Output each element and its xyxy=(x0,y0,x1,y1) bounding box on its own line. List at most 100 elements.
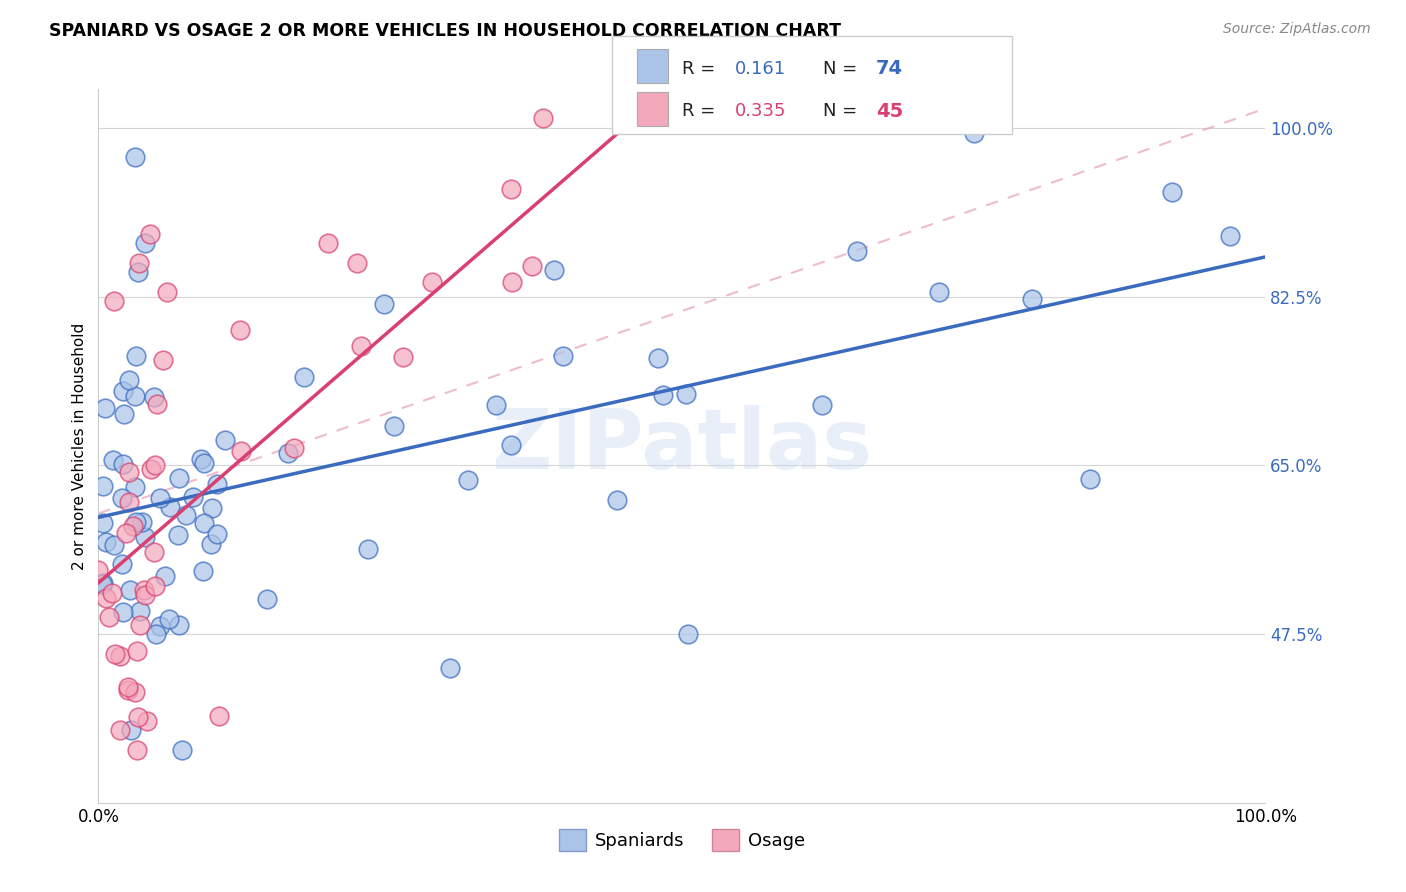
Text: Source: ZipAtlas.com: Source: ZipAtlas.com xyxy=(1223,22,1371,37)
Point xyxy=(112,407,135,421)
Text: N =: N = xyxy=(823,60,862,78)
Text: SPANIARD VS OSAGE 2 OR MORE VEHICLES IN HOUSEHOLD CORRELATION CHART: SPANIARD VS OSAGE 2 OR MORE VEHICLES IN … xyxy=(49,22,841,40)
Point xyxy=(108,648,131,663)
Point xyxy=(94,591,117,606)
Point xyxy=(98,610,121,624)
Point xyxy=(117,680,139,694)
Point xyxy=(214,433,236,447)
Point xyxy=(118,374,141,388)
Point xyxy=(110,723,132,738)
Point xyxy=(127,710,149,724)
Point xyxy=(104,647,127,661)
Point xyxy=(292,370,315,384)
Point xyxy=(316,236,339,251)
Point xyxy=(439,661,461,675)
Legend: Spaniards, Osage: Spaniards, Osage xyxy=(551,822,813,858)
Point xyxy=(205,526,228,541)
Point xyxy=(533,111,555,125)
Point xyxy=(127,643,149,657)
Point xyxy=(111,605,134,619)
Point xyxy=(962,126,984,140)
Point xyxy=(103,453,125,467)
Text: R =: R = xyxy=(682,103,721,120)
Point xyxy=(181,490,204,504)
Point xyxy=(134,236,156,251)
Point xyxy=(136,714,159,728)
Point xyxy=(111,457,134,471)
Point xyxy=(728,111,751,125)
Point xyxy=(201,501,224,516)
Point xyxy=(846,244,869,259)
Point xyxy=(124,349,146,363)
Point xyxy=(93,516,115,531)
Point xyxy=(152,353,174,368)
Point xyxy=(120,723,142,738)
Point xyxy=(103,537,125,551)
Point xyxy=(94,535,117,549)
Text: N =: N = xyxy=(823,103,862,120)
Text: 45: 45 xyxy=(876,102,903,121)
Point xyxy=(159,500,181,515)
Point xyxy=(157,612,180,626)
Point xyxy=(149,619,172,633)
Point xyxy=(146,397,169,411)
Point xyxy=(118,465,141,479)
Point xyxy=(128,256,150,270)
Point xyxy=(191,564,214,578)
Point xyxy=(125,743,148,757)
Point xyxy=(167,528,190,542)
Point xyxy=(91,577,114,591)
Point xyxy=(124,480,146,494)
Point xyxy=(520,259,543,273)
Point xyxy=(121,519,143,533)
Text: 0.335: 0.335 xyxy=(735,103,787,120)
Text: 0.161: 0.161 xyxy=(735,60,786,78)
Point xyxy=(928,285,950,299)
Point xyxy=(652,388,675,402)
Point xyxy=(647,351,669,366)
Point xyxy=(111,557,134,571)
Point xyxy=(811,398,834,412)
Point xyxy=(127,265,149,279)
Point xyxy=(139,227,162,241)
Point xyxy=(256,592,278,607)
Point xyxy=(190,452,212,467)
Point xyxy=(373,296,395,310)
Point xyxy=(499,438,522,452)
Point xyxy=(193,516,215,530)
Point xyxy=(193,456,215,470)
Point xyxy=(420,275,443,289)
Point xyxy=(391,350,413,364)
Point xyxy=(501,275,523,289)
Point xyxy=(1021,292,1043,306)
Point xyxy=(134,582,156,597)
Point xyxy=(357,542,380,557)
Point xyxy=(277,445,299,459)
Text: 74: 74 xyxy=(876,59,903,78)
Point xyxy=(103,294,125,309)
Point xyxy=(155,569,177,583)
Point xyxy=(499,182,522,196)
Point xyxy=(543,263,565,277)
Point xyxy=(606,492,628,507)
Point xyxy=(139,461,162,475)
Point xyxy=(676,627,699,641)
Y-axis label: 2 or more Vehicles in Household: 2 or more Vehicles in Household xyxy=(72,322,87,570)
Point xyxy=(125,515,148,529)
Point xyxy=(156,285,179,299)
Point xyxy=(207,709,229,723)
Point xyxy=(111,491,134,506)
Point xyxy=(145,627,167,641)
Point xyxy=(675,387,697,401)
Point xyxy=(382,419,405,434)
Point xyxy=(91,575,114,590)
Point xyxy=(485,398,508,412)
Point xyxy=(167,618,190,632)
Point xyxy=(87,563,110,577)
Point xyxy=(129,604,152,618)
Point xyxy=(170,743,193,757)
Point xyxy=(117,494,139,508)
Point xyxy=(115,526,138,541)
Point xyxy=(91,479,114,493)
Point xyxy=(200,537,222,551)
